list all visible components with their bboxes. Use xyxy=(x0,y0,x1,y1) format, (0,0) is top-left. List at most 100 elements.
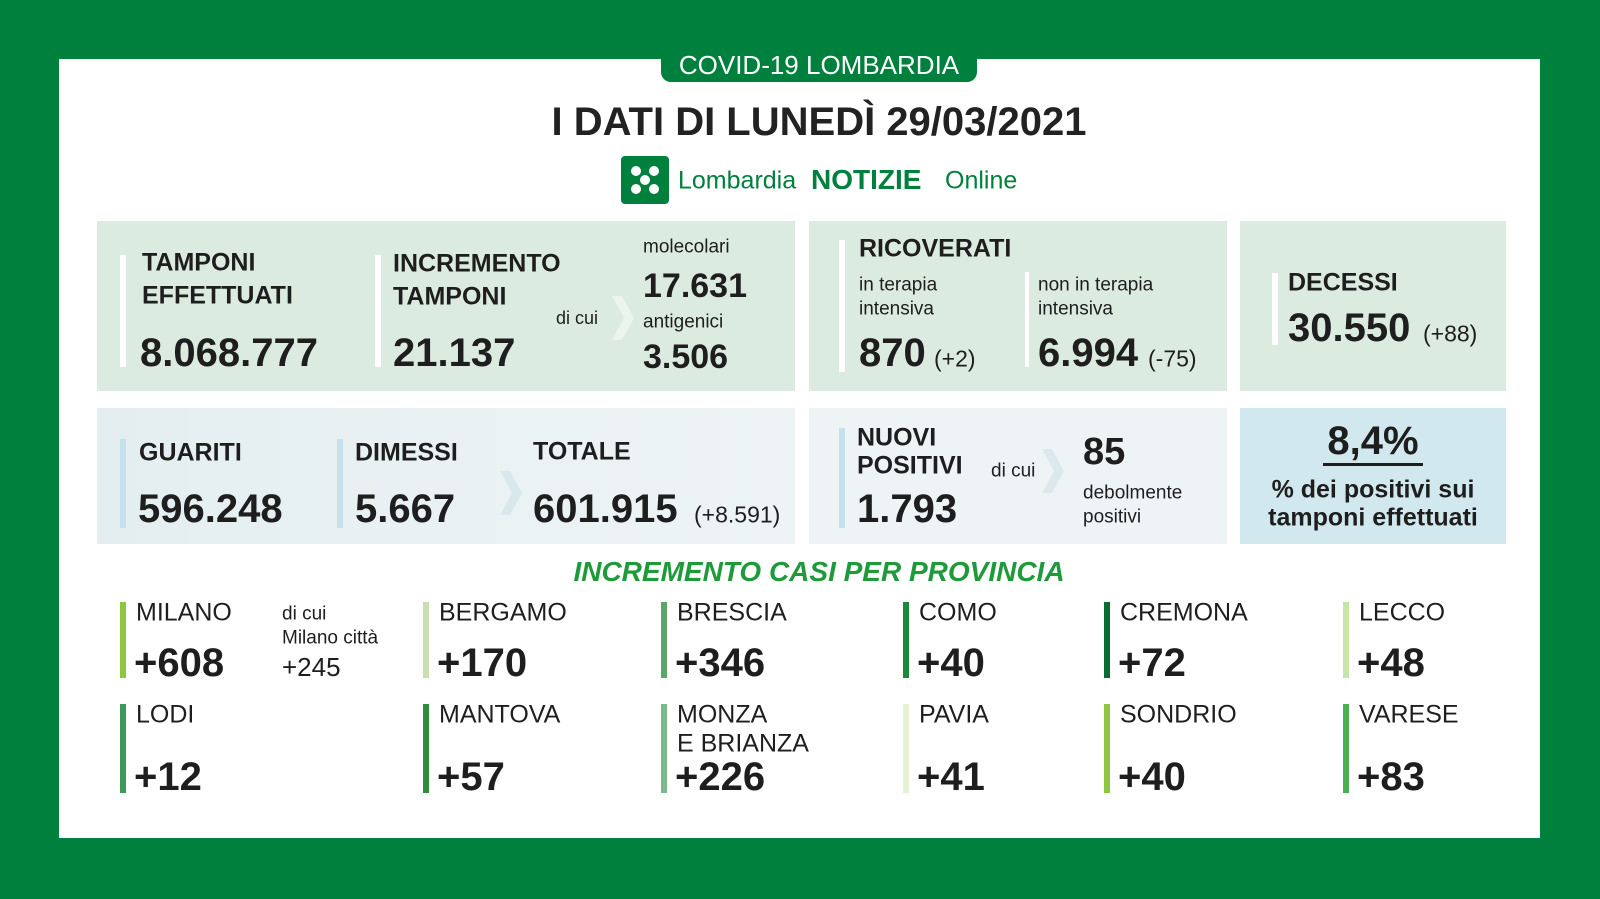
arrow xyxy=(500,471,522,515)
note-value: +245 xyxy=(282,652,341,682)
province-name: CREMONA xyxy=(1120,598,1248,627)
bar xyxy=(839,428,845,528)
value: 3.506 xyxy=(643,338,729,376)
province-value: +608 xyxy=(134,641,225,685)
value: 601.915 xyxy=(533,487,678,531)
province-name: SONDRIO xyxy=(1120,700,1237,729)
value: 596.248 xyxy=(138,487,283,531)
note: Milano città xyxy=(282,627,379,649)
province-bar xyxy=(661,704,667,793)
province-value: +83 xyxy=(1357,755,1425,799)
province-bar xyxy=(1104,704,1110,793)
province-value: +226 xyxy=(675,755,766,799)
value: 8.068.777 xyxy=(140,331,318,375)
province-name: MONZA xyxy=(677,700,768,729)
nuovi-box xyxy=(809,408,1227,544)
province-bar xyxy=(1104,602,1110,678)
province-bar xyxy=(423,704,429,793)
label: NUOVI xyxy=(857,423,937,452)
logo-icon xyxy=(621,156,669,204)
ricoverati-box xyxy=(809,221,1227,391)
province-bar xyxy=(1343,602,1349,678)
note: intensiva xyxy=(1038,298,1113,320)
province-name: LECCO xyxy=(1359,598,1446,627)
logo-online: Online xyxy=(945,166,1018,195)
delta: (+8.591) xyxy=(694,501,781,528)
label: tamponi effettuati xyxy=(1268,503,1478,532)
delta: (+2) xyxy=(934,345,976,372)
arrow xyxy=(612,296,634,340)
province-bar xyxy=(903,704,909,793)
value: 1.793 xyxy=(857,487,958,531)
bar xyxy=(120,255,126,367)
province-name: MANTOVA xyxy=(439,700,561,729)
underline xyxy=(1323,463,1423,466)
province-value: +40 xyxy=(1118,755,1186,799)
label: TAMPONI xyxy=(393,282,507,311)
bar xyxy=(375,255,381,367)
delta: (+88) xyxy=(1423,320,1478,347)
label: INCREMENTO xyxy=(393,249,561,278)
logo-notizie: NOTIZIE xyxy=(811,164,922,195)
note: di cui xyxy=(282,603,327,625)
guariti-box xyxy=(97,408,795,544)
province-bar xyxy=(423,602,429,678)
province-value: +41 xyxy=(917,755,985,799)
delta: (-75) xyxy=(1148,345,1197,372)
percentuale-box xyxy=(1240,408,1506,544)
province-value: +40 xyxy=(917,641,985,685)
province-name: BERGAMO xyxy=(439,598,567,627)
bar xyxy=(337,439,343,528)
note: di cui xyxy=(556,308,599,328)
arrow xyxy=(1042,449,1064,493)
province-value: +48 xyxy=(1357,641,1425,685)
label: TAMPONI xyxy=(142,248,256,277)
title: I DATI DI LUNEDÌ 29/03/2021 xyxy=(551,100,1087,144)
bar xyxy=(1272,273,1278,345)
value: 6.994 xyxy=(1038,331,1139,375)
province-name: COMO xyxy=(919,598,997,627)
province-name: BRESCIA xyxy=(677,598,787,627)
note: antigenici xyxy=(643,311,724,333)
bar xyxy=(120,439,126,528)
province-bar xyxy=(903,602,909,678)
province-bar xyxy=(120,602,126,678)
label: POSITIVI xyxy=(857,451,963,480)
label: RICOVERATI xyxy=(859,234,1012,263)
note: di cui xyxy=(991,460,1036,482)
province-value: +72 xyxy=(1118,641,1186,685)
bar xyxy=(839,240,845,372)
note: in terapia xyxy=(859,274,938,296)
logo-symbol xyxy=(631,166,659,194)
label: DECESSI xyxy=(1288,268,1398,297)
label: DIMESSI xyxy=(355,438,458,467)
note: non in terapia xyxy=(1038,274,1154,296)
province-name: MILANO xyxy=(136,598,232,627)
province-value: +57 xyxy=(437,755,505,799)
label: % dei positivi sui xyxy=(1271,475,1475,504)
note: positivi xyxy=(1083,506,1142,528)
province-bar xyxy=(661,602,667,678)
province-name: E BRIANZA xyxy=(677,729,809,758)
province-name: LODI xyxy=(136,700,195,729)
decessi-box xyxy=(1240,221,1506,391)
value: 85 xyxy=(1083,431,1126,473)
note: intensiva xyxy=(859,298,934,320)
tag: COVID-19 LOMBARDIA xyxy=(678,50,960,80)
percent: 8,4% xyxy=(1327,419,1419,463)
province-name: VARESE xyxy=(1359,700,1459,729)
province-bar xyxy=(1343,704,1349,793)
tag-pill xyxy=(661,48,977,82)
value: 5.667 xyxy=(355,487,456,531)
value: 870 xyxy=(859,331,926,375)
note: debolmente xyxy=(1083,482,1183,504)
bar xyxy=(1025,272,1029,367)
label: GUARITI xyxy=(139,438,242,467)
tamponi-box xyxy=(97,221,795,391)
label: TOTALE xyxy=(533,437,631,466)
value: 17.631 xyxy=(643,267,747,305)
value: 30.550 xyxy=(1288,306,1411,350)
note: molecolari xyxy=(643,236,730,258)
province-bar xyxy=(120,704,126,793)
